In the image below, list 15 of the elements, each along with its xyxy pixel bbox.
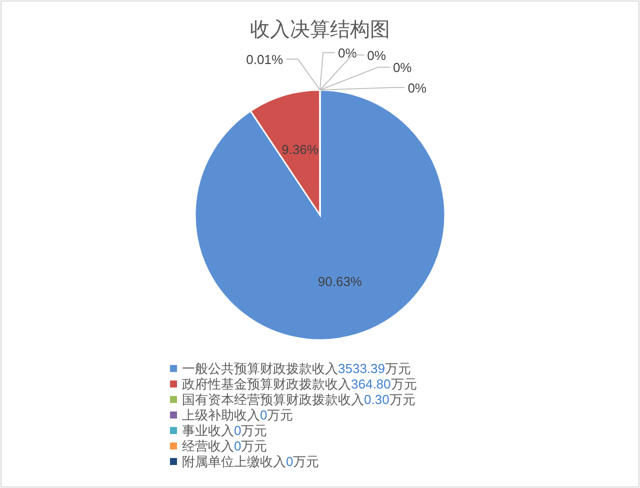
data-label: 90.63%	[318, 274, 362, 289]
text: 0%	[392, 60, 412, 76]
text: 0%	[408, 80, 426, 96]
text: 0%	[338, 46, 357, 61]
legend-label: 国有资本经营预算财政拨款收入0.30万元	[182, 392, 416, 407]
legend-label: 政府性基金预算财政拨款收入364.80万元	[182, 376, 417, 392]
legend-label: 上级补助收入0万元	[182, 408, 294, 422]
legend-label: 一般公共预算财政拨款收入3533.39万元	[182, 361, 411, 376]
legend-label: 事业收入0万元	[182, 423, 268, 438]
chart-title: 收入决算结构图	[250, 19, 390, 41]
legend-label: 附属单位上缴收入0万元	[182, 454, 320, 469]
text: 0%	[367, 48, 386, 64]
data-label: 0.01%	[246, 52, 284, 68]
legend-label: 经营收入0万元	[182, 438, 268, 454]
data-label: 9.36%	[282, 142, 319, 158]
